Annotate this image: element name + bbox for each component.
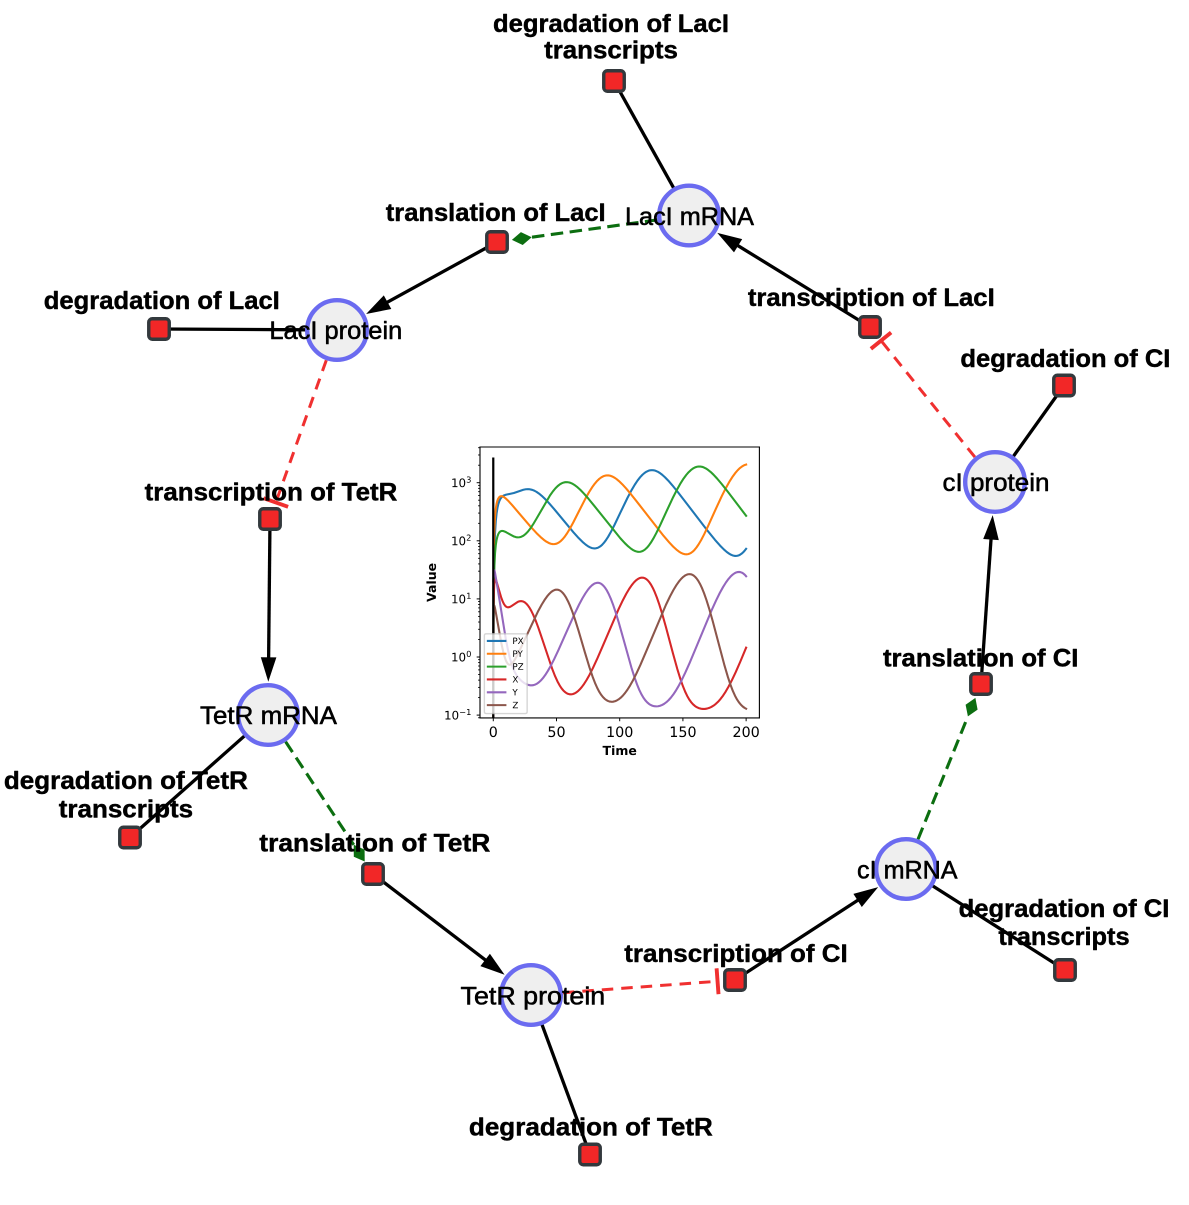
svg-text:transcription of TetR: transcription of TetR [145,478,398,506]
svg-text:degradation of LacI: degradation of LacI [493,10,729,38]
svg-text:degradation of LacI: degradation of LacI [44,287,280,315]
svg-text:LacI mRNA: LacI mRNA [625,203,754,231]
svg-text:transcripts: transcripts [544,36,678,64]
svg-text:translation of TetR: translation of TetR [259,830,490,858]
svg-text:cI mRNA: cI mRNA [857,856,958,884]
svg-text:degradation of CI: degradation of CI [960,345,1170,373]
svg-text:TetR protein: TetR protein [461,982,606,1010]
svg-text:transcription of LacI: transcription of LacI [748,284,995,312]
svg-text:transcripts: transcripts [59,796,193,824]
svg-text:degradation of CI: degradation of CI [959,895,1170,923]
svg-text:transcripts: transcripts [998,923,1129,951]
svg-text:translation of CI: translation of CI [883,645,1078,673]
svg-text:transcription of CI: transcription of CI [624,940,847,968]
svg-text:translation of LacI: translation of LacI [386,199,606,227]
svg-text:LacI protein: LacI protein [269,317,402,345]
svg-text:TetR mRNA: TetR mRNA [200,702,337,730]
svg-text:degradation of TetR: degradation of TetR [4,767,248,795]
svg-text:degradation of TetR: degradation of TetR [469,1114,713,1142]
svg-text:cI protein: cI protein [943,469,1050,497]
